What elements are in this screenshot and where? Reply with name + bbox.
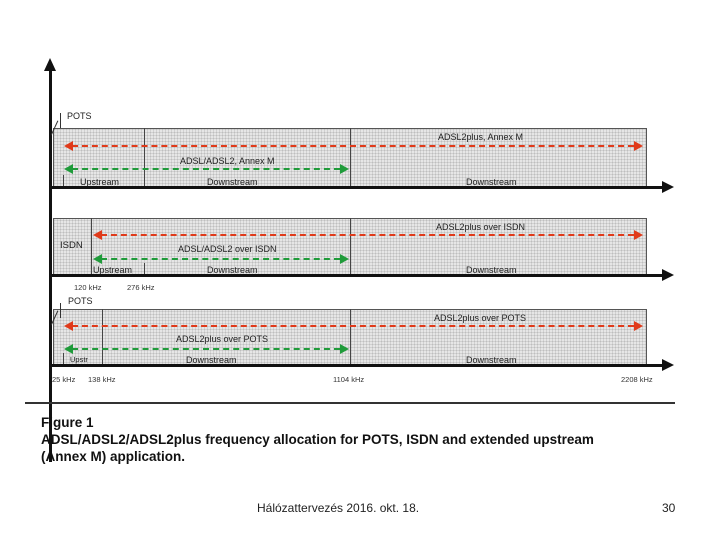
figure-caption-title: Figure 1 [41, 415, 94, 430]
panel2-freq-120: 120 kHz [74, 283, 102, 292]
panel3-freq-138: 138 kHz [88, 375, 116, 384]
panel1-sep-1 [144, 128, 145, 188]
panel3-freq-2208: 2208 kHz [621, 375, 653, 384]
vertical-axis-arrowhead [44, 58, 56, 71]
panel3-freq-axis [50, 364, 663, 367]
panel2-freq-axis [50, 274, 663, 277]
panel1-mid-arrow-label: ADSL/ADSL2, Annex M [180, 156, 275, 166]
panel2-freq-276: 276 kHz [127, 283, 155, 292]
figure-caption-line1: ADSL/ADSL2/ADSL2plus frequency allocatio… [41, 432, 594, 447]
panel2-seg-upstream: Upstream [93, 265, 133, 275]
panel2-mid-arrow-label: ADSL/ADSL2 over ISDN [178, 244, 277, 254]
panel3-mid-arrow-label: ADSL2plus over POTS [176, 334, 269, 344]
panel3-freq-25: 25 kHz [52, 375, 76, 384]
panel3-pots-label: POTS [68, 296, 93, 306]
panel1-pots-label: POTS [67, 111, 92, 121]
panel2-freq-axis-arrowhead [662, 269, 674, 281]
panel1-seg-downstream-1: Downstream [207, 177, 258, 187]
panel2-seg-downstream-2: Downstream [466, 265, 517, 275]
panel1-seg-upstream: Upstream [80, 177, 120, 187]
panel1-pots-line [60, 113, 61, 128]
panel1-freq-axis-arrowhead [662, 181, 674, 193]
panel2-isdn-label: ISDN [60, 240, 83, 251]
panel3-sep-1 [63, 353, 64, 367]
panel3-sep-3 [350, 309, 351, 367]
footer-text: Hálózattervezés 2016. okt. 18. [257, 501, 420, 515]
panel2-sep-1 [91, 218, 92, 276]
panel1-sep-2 [350, 128, 351, 188]
panel1-seg-downstream-2: Downstream [466, 177, 517, 187]
panel3-top-arrow-label: ADSL2plus over POTS [434, 313, 527, 323]
panel3-sep-2 [102, 309, 103, 367]
panel3-seg-downstream-2: Downstream [466, 355, 517, 365]
vertical-axis [49, 70, 52, 462]
panel3-freq-1104: 1104 kHz [333, 375, 365, 384]
panel3-seg-downstream-1: Downstream [186, 355, 237, 365]
panel3-pots-line [60, 303, 61, 318]
panel2-top-arrow-label: ADSL2plus over ISDN [436, 222, 526, 232]
panel2-seg-downstream-1: Downstream [207, 265, 258, 275]
figure-baseline [25, 402, 675, 404]
panel1-sep-3 [63, 175, 64, 188]
figure-caption-line2: (Annex M) application. [41, 449, 186, 464]
panel1-freq-axis [50, 186, 663, 189]
panel2-sep-3 [350, 218, 351, 276]
page-number: 30 [662, 501, 676, 515]
panel2-sep-2 [144, 263, 145, 276]
panel3-seg-upstr: Upstr [70, 355, 88, 364]
panel1-top-arrow-label: ADSL2plus, Annex M [438, 132, 524, 142]
panel3-freq-axis-arrowhead [662, 359, 674, 371]
